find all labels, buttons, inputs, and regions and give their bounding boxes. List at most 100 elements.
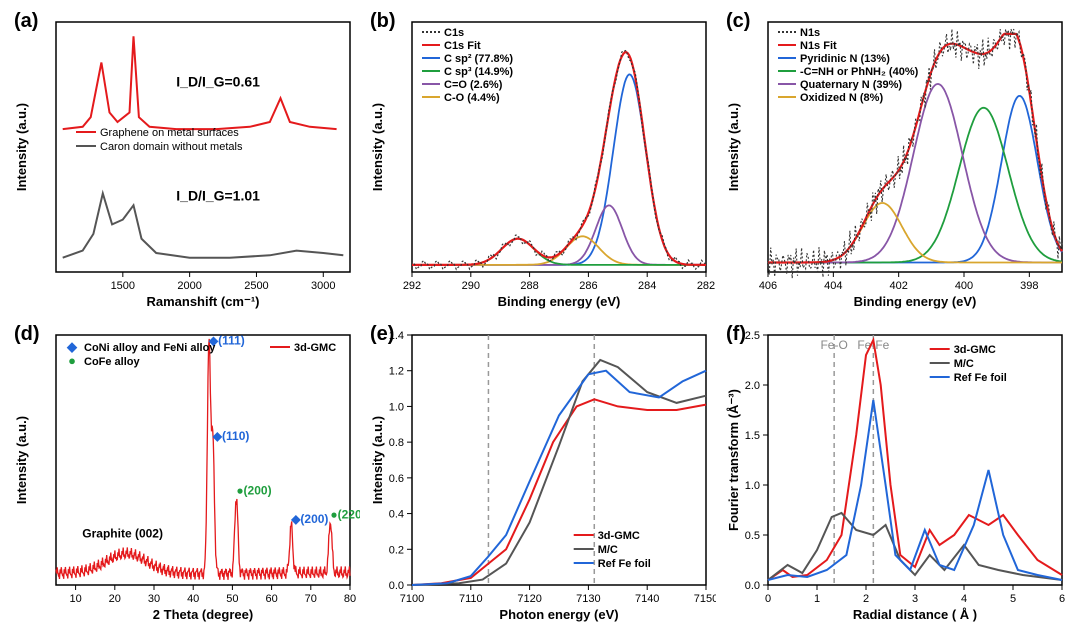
panel-d: (d) 2 Theta (degree)Intensity (a.u.)1020… [8, 321, 360, 630]
svg-text:Oxidized N (8%): Oxidized N (8%) [800, 92, 883, 104]
svg-text:400: 400 [955, 280, 973, 292]
panel-d-label: (d) [14, 323, 40, 346]
svg-text:3d-GMC: 3d-GMC [598, 530, 640, 542]
svg-text:7120: 7120 [517, 593, 541, 605]
svg-text:30: 30 [148, 593, 160, 605]
svg-text:3000: 3000 [311, 280, 335, 292]
svg-text:2.5: 2.5 [745, 330, 760, 342]
svg-text:CoFe alloy: CoFe alloy [84, 356, 141, 368]
svg-text:5: 5 [1010, 593, 1016, 605]
svg-text:C=O (2.6%): C=O (2.6%) [444, 79, 503, 91]
svg-text:Intensity (a.u.): Intensity (a.u.) [726, 103, 741, 191]
svg-text:1.2: 1.2 [389, 365, 404, 377]
raman-chart: Ramanshift (cm⁻¹) Intensity (a.u.) 1500 200… [8, 8, 360, 314]
svg-text:Binding energy (eV): Binding energy (eV) [498, 294, 621, 309]
svg-text:292: 292 [403, 280, 421, 292]
svg-text:286: 286 [579, 280, 597, 292]
svg-text:2500: 2500 [244, 280, 268, 292]
svg-text:M/C: M/C [598, 544, 618, 556]
svg-text:60: 60 [265, 593, 277, 605]
svg-text:Graphene on metal surfaces: Graphene on metal surfaces [100, 127, 239, 139]
svg-text:●: ● [68, 353, 76, 368]
svg-text:398: 398 [1020, 280, 1038, 292]
svg-text:10: 10 [69, 593, 81, 605]
svg-text:Caron domain without metals: Caron domain without metals [100, 141, 243, 153]
svg-text:7100: 7100 [400, 593, 424, 605]
panel-c-label: (c) [726, 10, 750, 33]
svg-text:40: 40 [187, 593, 199, 605]
svg-text:3d-GMC: 3d-GMC [294, 342, 336, 354]
svg-text:290: 290 [462, 280, 480, 292]
svg-text:Photon energy (eV): Photon energy (eV) [499, 607, 618, 622]
svg-text:C1s: C1s [444, 27, 464, 39]
panel-e-label: (e) [370, 323, 394, 346]
svg-text:Ref Fe foil: Ref Fe foil [598, 558, 651, 570]
svg-text:282: 282 [697, 280, 715, 292]
svg-text:◆(200): ◆(200) [290, 512, 328, 526]
svg-text:0.5: 0.5 [745, 530, 760, 542]
svg-text:◆: ◆ [66, 339, 78, 354]
svg-text:Intensity (a.u.): Intensity (a.u.) [14, 103, 29, 191]
svg-text:0.8: 0.8 [389, 437, 404, 449]
panel-b: (b) Binding energy (eV) Intensity (a.u.) 2… [364, 8, 716, 317]
svg-text:0.0: 0.0 [745, 580, 760, 592]
svg-text:2 Theta (degree): 2 Theta (degree) [153, 607, 253, 622]
panel-a-label: (a) [14, 10, 38, 33]
svg-text:●(220): ●(220) [330, 507, 360, 521]
svg-text:1: 1 [814, 593, 820, 605]
panel-c: (c) Binding energy (eV) Intensity (a.u.) 4… [720, 8, 1072, 317]
svg-text:Graphite (002): Graphite (002) [82, 526, 163, 540]
svg-text:284: 284 [638, 280, 656, 292]
panel-a: (a) Ramanshift (cm⁻¹) Intensity (a.u.) 150… [8, 8, 360, 317]
svg-text:406: 406 [759, 280, 777, 292]
svg-text:7110: 7110 [459, 593, 483, 605]
svg-text:80: 80 [344, 593, 356, 605]
svg-text:70: 70 [305, 593, 317, 605]
svg-text:-C=NH or PhNH₂ (40%): -C=NH or PhNH₂ (40%) [800, 66, 919, 78]
svg-text:288: 288 [520, 280, 538, 292]
xps-c1s-chart: Binding energy (eV) Intensity (a.u.) 292 29… [364, 8, 716, 314]
svg-text:6: 6 [1059, 593, 1065, 605]
svg-text:402: 402 [889, 280, 907, 292]
svg-text:3d-GMC: 3d-GMC [954, 344, 996, 356]
panel-b-label: (b) [370, 10, 396, 33]
panel-e: (e) Photon energy (eV)Intensity (a.u.)71… [364, 321, 716, 630]
svg-text:Ramanshift (cm⁻¹): Ramanshift (cm⁻¹) [146, 294, 259, 309]
svg-text:7130: 7130 [576, 593, 600, 605]
svg-text:C sp² (77.8%): C sp² (77.8%) [444, 53, 513, 65]
svg-text:1.5: 1.5 [745, 430, 760, 442]
svg-text:I_D/I_G=1.01: I_D/I_G=1.01 [176, 188, 260, 204]
svg-text:3: 3 [912, 593, 918, 605]
svg-text:M/C: M/C [954, 358, 974, 370]
svg-text:50: 50 [226, 593, 238, 605]
svg-text:0.0: 0.0 [389, 580, 404, 592]
svg-text:Ref Fe foil: Ref Fe foil [954, 372, 1007, 384]
svg-text:1.0: 1.0 [389, 401, 404, 413]
svg-text:CoNi alloy and FeNi alloy: CoNi alloy and FeNi alloy [84, 342, 216, 354]
svg-text:Intensity (a.u.): Intensity (a.u.) [370, 103, 385, 191]
panel-f-label: (f) [726, 323, 746, 346]
svg-text:2.0: 2.0 [745, 380, 760, 392]
svg-text:Intensity (a.u.): Intensity (a.u.) [14, 415, 29, 503]
svg-text:0.2: 0.2 [389, 544, 404, 556]
svg-text:●(200): ●(200) [236, 483, 271, 497]
svg-text:N1s Fit: N1s Fit [800, 40, 837, 52]
svg-text:1.0: 1.0 [745, 480, 760, 492]
svg-text:0: 0 [765, 593, 771, 605]
svg-text:7150: 7150 [694, 593, 716, 605]
svg-text:4: 4 [961, 593, 967, 605]
panel-f: (f) Radial distance ( Å )Fourier transfo… [720, 321, 1072, 630]
svg-text:Radial distance ( Å ): Radial distance ( Å ) [853, 607, 977, 622]
svg-text:C-O (4.4%): C-O (4.4%) [444, 92, 500, 104]
svg-text:Binding energy (eV): Binding energy (eV) [854, 294, 977, 309]
svg-text:N1s: N1s [800, 27, 820, 39]
svg-text:Fe-O: Fe-O [820, 338, 847, 352]
xps-n1s-chart: Binding energy (eV) Intensity (a.u.) 406 40… [720, 8, 1072, 314]
svg-text:1500: 1500 [111, 280, 135, 292]
xanes-chart: Photon energy (eV)Intensity (a.u.)710071… [364, 321, 716, 627]
svg-text:2: 2 [863, 593, 869, 605]
svg-text:7140: 7140 [635, 593, 659, 605]
svg-text:0.6: 0.6 [389, 472, 404, 484]
svg-text:0.4: 0.4 [389, 508, 404, 520]
svg-text:2000: 2000 [177, 280, 201, 292]
